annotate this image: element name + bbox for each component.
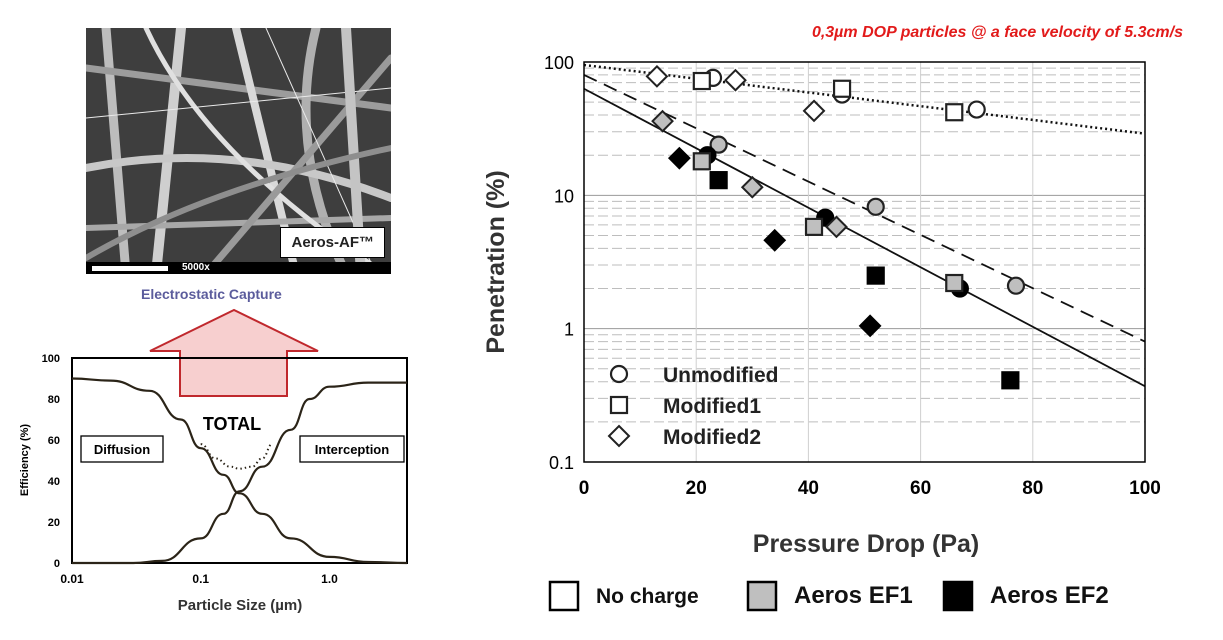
x-axis-label: Particle Size (µm) (178, 597, 303, 614)
data-point-diamond (645, 64, 669, 88)
diffusion-box (80, 435, 164, 463)
fiber-image (86, 28, 391, 274)
y-tick-label: 20 (48, 517, 60, 529)
fill-legend-swatch (746, 580, 778, 612)
x-tick-label: 80 (1022, 478, 1043, 499)
trend-line-solid (583, 87, 1146, 388)
upward-arrow-icon (149, 308, 319, 397)
chart-title: 0,3µm DOP particles @ a face velocity of… (811, 24, 1183, 41)
y-tick-label: 1 (564, 320, 574, 340)
y-tick-label: 60 (48, 435, 60, 447)
data-point-diamond (802, 99, 826, 123)
electrostatic-capture-label: Electrostatic Capture (141, 286, 282, 302)
data-point-diamond (858, 314, 882, 338)
y-axis-label: Penetration (%) (482, 170, 510, 353)
data-point-diamond (667, 146, 691, 170)
interception-box (299, 435, 405, 463)
y-axis-label: Efficiency (%) (19, 424, 31, 496)
data-point-circle (709, 135, 728, 154)
efficiency-curve-2 (72, 381, 407, 565)
y-tick-label: 10 (554, 186, 574, 206)
trend-line-dotted (583, 63, 1146, 135)
legend-marker-circle (609, 364, 629, 384)
fill-legend-swatch (548, 580, 580, 612)
data-point-square (945, 273, 964, 293)
diffusion-annotation: Diffusion (94, 442, 150, 457)
fill-legend-swatch (942, 580, 974, 612)
x-tick-label: 1.0 (321, 572, 338, 586)
x-tick-label: 0 (579, 478, 590, 499)
y-tick-label: 100 (544, 53, 574, 73)
legend-marker-square (609, 395, 629, 415)
y-tick-label: 40 (48, 476, 60, 488)
sem-micrograph: Aeros-AF™ 5000x (86, 28, 391, 274)
x-tick-label: 60 (910, 478, 931, 499)
data-point-circle (866, 197, 885, 216)
x-tick-label: 20 (686, 478, 707, 499)
x-axis-label: Pressure Drop (Pa) (753, 530, 979, 558)
efficiency-chart: 0 20 40 60 80 100 0.01 0.1 1.0 Efficiency (%) P… (19, 308, 408, 614)
interception-annotation: Interception (315, 442, 389, 457)
total-efficiency-curve (200, 443, 273, 470)
data-point-diamond (724, 68, 747, 92)
y-tick-label: 0 (54, 558, 60, 570)
data-point-square (692, 152, 711, 171)
data-point-square (945, 103, 964, 122)
penetration-plot-frame (583, 61, 1146, 463)
efficiency-curve-1 (71, 377, 408, 565)
legend-label-square: Modified1 (663, 395, 761, 418)
data-point-diamond (651, 109, 674, 133)
fill-legend: No charge Aeros EF1 Aeros EF2 (548, 580, 1109, 612)
data-point-circle (1006, 276, 1026, 295)
x-tick-label: 100 (1129, 478, 1161, 499)
data-point-square (866, 266, 885, 285)
magnification-label: 5000x (182, 262, 210, 273)
sem-info-bar: 5000x (86, 262, 391, 274)
x-tick-label: 0.01 (60, 572, 84, 586)
scale-bar (92, 266, 168, 271)
y-tick-label: 80 (48, 394, 60, 406)
data-point-diamond (763, 228, 787, 252)
penetration-chart: 0.1 1 10 100 0 20 40 60 80 100 Unmodified Modifie… (482, 53, 1161, 558)
sem-product-label: Aeros-AF™ (280, 227, 385, 258)
x-tick-label: 0.1 (192, 572, 209, 586)
fill-legend-label: No charge (596, 585, 699, 608)
legend-marker-diamond (607, 424, 631, 448)
data-point-square (832, 79, 852, 98)
efficiency-plot-frame (71, 357, 408, 564)
x-tick-label: 40 (798, 478, 819, 499)
data-point-square (804, 217, 824, 236)
data-point-square (692, 71, 711, 91)
trend-line-dashed (583, 74, 1146, 343)
data-point-square (1001, 371, 1020, 390)
fill-legend-label: Aeros EF2 (990, 582, 1109, 609)
total-annotation: TOTAL (203, 414, 261, 434)
y-tick-label: 0.1 (549, 453, 574, 473)
data-point-diamond (825, 215, 848, 239)
data-point-square (709, 171, 728, 190)
legend-label-diamond: Modified2 (663, 426, 761, 449)
legend-label-circle: Unmodified (663, 364, 779, 387)
fill-legend-label: Aeros EF1 (794, 582, 913, 609)
data-point-circle (967, 100, 986, 119)
data-point-diamond (740, 175, 764, 199)
plot-background (584, 62, 1145, 462)
y-tick-label: 100 (42, 353, 60, 365)
